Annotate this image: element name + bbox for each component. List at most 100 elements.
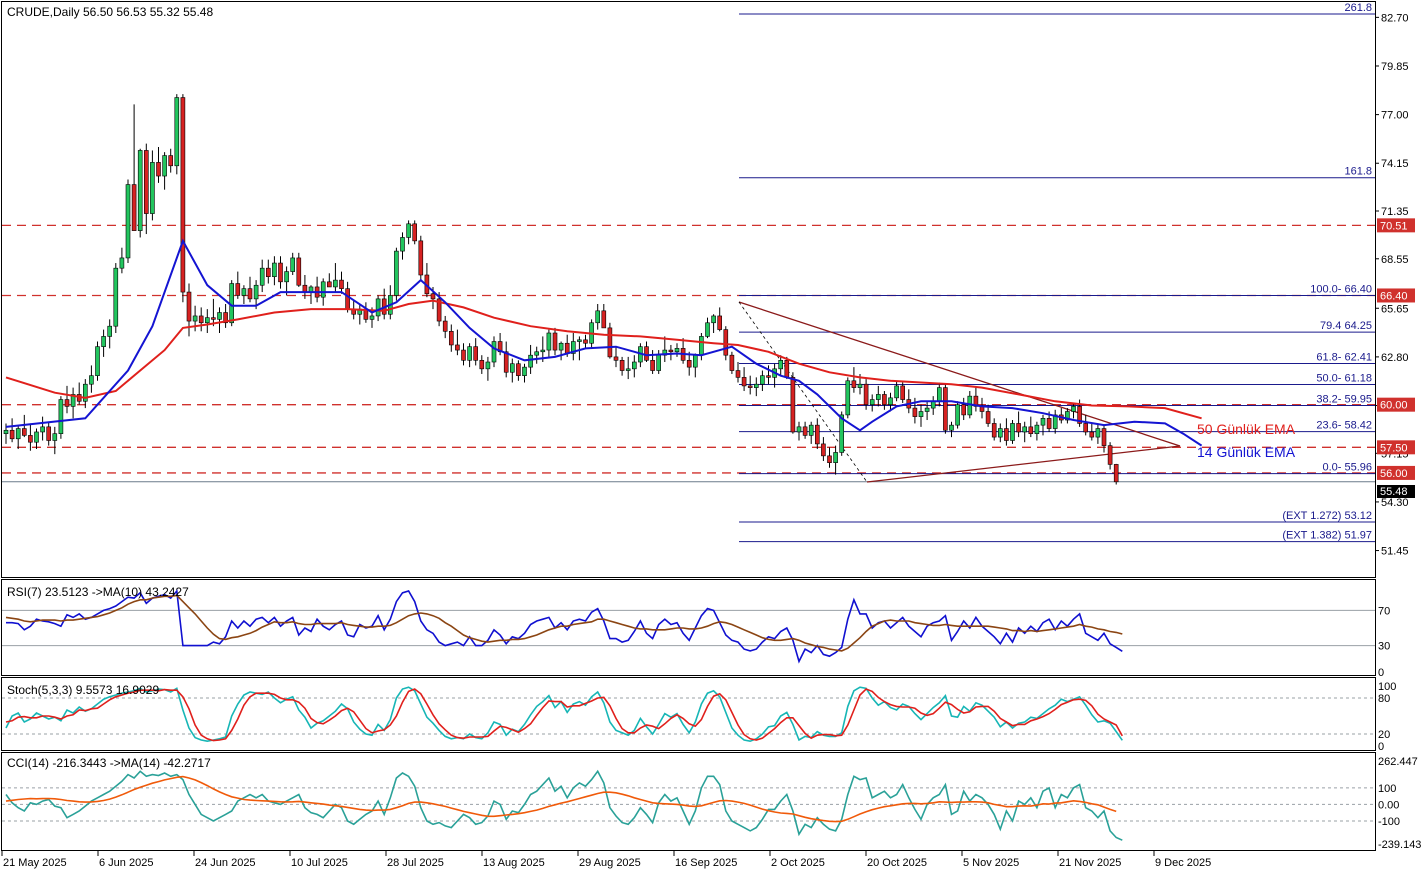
rsi-indicator: 70 30 0	[2, 589, 1390, 679]
price-tick-label: 62.80	[1381, 352, 1409, 364]
candle-body	[619, 360, 625, 371]
indicator-axis-label: 30	[1378, 641, 1390, 653]
date-label: 9 Dec 2025	[1155, 857, 1211, 869]
candle-body	[485, 361, 491, 370]
candle-body	[808, 424, 814, 436]
candle-body	[448, 331, 454, 346]
candle-body	[290, 257, 296, 272]
candle-body	[625, 368, 631, 371]
candle-body	[119, 257, 125, 269]
ema-50-line	[5, 299, 1202, 420]
candle-body	[747, 385, 753, 388]
candle-body	[1046, 418, 1052, 429]
candle-body	[46, 426, 52, 441]
price-tick-label: 54.30	[1381, 497, 1409, 509]
price-tick-label: 71.35	[1381, 206, 1409, 218]
fib-label: 38.2- 59.95	[1316, 394, 1372, 406]
candle-body	[241, 288, 247, 296]
candle-body	[1065, 411, 1070, 421]
date-label: 21 May 2025	[3, 857, 67, 869]
candle-body	[9, 429, 15, 440]
ascending-trendline	[866, 445, 1181, 483]
candle-body	[125, 184, 131, 259]
candle-body	[613, 356, 619, 361]
candle-body	[717, 315, 723, 330]
candle-body	[888, 397, 893, 405]
candle-body	[64, 399, 70, 407]
date-label: 21 Nov 2025	[1059, 857, 1121, 869]
candle-body	[58, 399, 64, 434]
level-tag-label: 70.51	[1380, 220, 1408, 232]
candle-body	[131, 184, 137, 231]
candle-body	[320, 281, 326, 298]
ema50-annotation: 50 Günlük EMA	[1197, 421, 1296, 437]
indicator-axis-label: 100	[1378, 783, 1396, 795]
symbol-header: CRUDE,Daily 56.50 56.53 55.32 55.48	[7, 5, 213, 19]
candle-body	[174, 97, 180, 167]
candle-body	[997, 428, 1003, 438]
candle-body	[259, 267, 265, 286]
level-tag	[1377, 397, 1415, 412]
candle-body	[802, 426, 808, 436]
candle-body	[1028, 426, 1034, 434]
fib-anchor-line	[738, 301, 868, 483]
indicator-axis-label: 80	[1378, 693, 1390, 705]
candle-body	[857, 383, 863, 388]
candle-body	[296, 257, 302, 286]
candle-body	[253, 284, 259, 300]
candle-body	[1071, 406, 1076, 412]
fib-label: 100.0- 66.40	[1310, 283, 1372, 295]
candle-body	[235, 283, 241, 296]
candle-body	[845, 380, 851, 416]
candle-body	[150, 162, 155, 214]
candle-body	[839, 414, 845, 453]
indicator-axis-label: 20	[1378, 729, 1390, 741]
candle-body	[1083, 423, 1088, 433]
fib-label: 0.0- 55.96	[1322, 462, 1372, 474]
candle-body	[15, 428, 21, 440]
candle-body	[503, 351, 509, 373]
candle-body	[461, 349, 466, 361]
candle-body	[83, 383, 88, 402]
candle-body	[595, 310, 601, 324]
fib-label: (EXT 1.382) 51.97	[1282, 530, 1372, 542]
candle-body	[534, 351, 540, 356]
fibonacci-levels: 261.8 161.8 100.0- 66.40 79.4 64.25 61.8- 62…	[739, 2, 1375, 543]
level-tag	[1377, 218, 1415, 233]
candle-body	[491, 341, 497, 363]
candle-body	[95, 346, 100, 376]
candle-body	[223, 312, 228, 324]
candle-body	[1095, 428, 1101, 438]
candle-body	[272, 262, 277, 278]
stoch-panel	[1, 677, 1376, 751]
candle-body	[1016, 423, 1021, 433]
date-label: 13 Aug 2025	[483, 857, 545, 869]
candle-body	[796, 426, 802, 433]
candle-body	[326, 281, 332, 288]
candle-body	[101, 336, 106, 347]
candle-body	[784, 360, 790, 378]
price-tick-label: 68.55	[1381, 254, 1409, 266]
candle-body	[168, 155, 173, 167]
candle-body	[570, 341, 576, 354]
candle-body	[674, 348, 680, 353]
indicator-axis-label: 262.447	[1378, 756, 1418, 768]
date-label: 20 Oct 2025	[867, 857, 927, 869]
level-tag	[1377, 440, 1415, 455]
fib-label: 50.0- 61.18	[1316, 373, 1372, 385]
fib-label: 61.8- 62.41	[1316, 352, 1372, 364]
date-axis: 21 May 2025 6 Jun 2025 24 Jun 2025 10 Jul 2…	[1, 851, 1211, 869]
candle-body	[369, 315, 375, 320]
trendlines	[738, 301, 1181, 483]
indicator-axis-label: 70	[1378, 605, 1390, 617]
candle-body	[516, 363, 521, 376]
candle-body	[924, 407, 930, 412]
price-tick-label: 51.45	[1381, 546, 1409, 558]
candle-body	[692, 354, 698, 368]
candle-body	[668, 349, 674, 353]
date-label: 28 Jul 2025	[387, 857, 444, 869]
candle-body	[564, 342, 570, 354]
candle-body	[882, 394, 887, 405]
candle-body	[644, 346, 649, 361]
